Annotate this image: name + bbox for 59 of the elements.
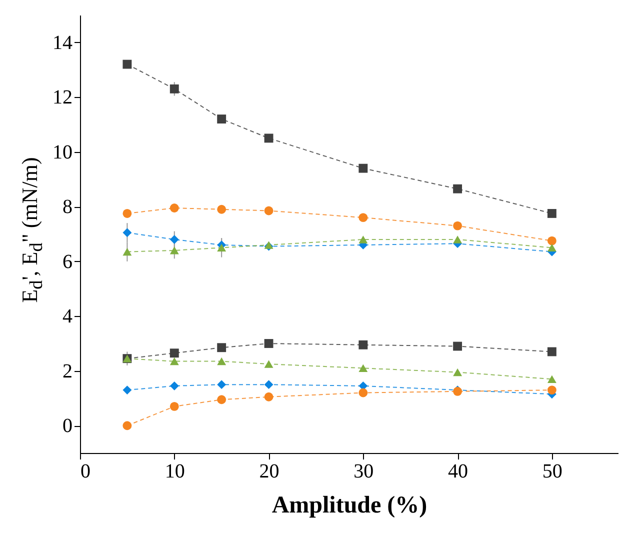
- x-axis-title: Amplitude (%): [272, 492, 428, 518]
- x-tick-label: 40: [448, 460, 468, 482]
- y-tick-label: 12: [52, 86, 72, 109]
- point: [358, 340, 368, 350]
- point: [358, 236, 368, 244]
- point: [170, 357, 179, 366]
- point: [264, 134, 274, 143]
- y-tick-label: 0: [62, 415, 72, 438]
- point: [547, 347, 556, 356]
- point: [217, 343, 226, 352]
- point: [547, 244, 556, 252]
- point: [217, 204, 226, 214]
- point: [453, 342, 462, 351]
- point: [358, 364, 368, 372]
- point: [264, 339, 274, 348]
- y-tick-label: 8: [62, 196, 72, 218]
- point: [264, 206, 274, 216]
- point: [122, 248, 132, 256]
- point: [170, 381, 179, 390]
- point: [547, 208, 556, 218]
- point: [122, 60, 132, 69]
- point: [122, 386, 132, 395]
- x-tick-label: 50: [542, 460, 562, 482]
- point: [453, 221, 462, 230]
- point: [122, 209, 132, 218]
- point: [217, 380, 226, 390]
- point: [122, 228, 132, 238]
- point: [547, 236, 556, 246]
- point: [170, 348, 179, 358]
- point: [170, 204, 179, 212]
- point: [453, 368, 462, 376]
- y-tick-label: 14: [52, 32, 72, 54]
- point: [217, 357, 226, 366]
- point: [264, 392, 274, 402]
- point: [358, 213, 368, 222]
- point: [547, 375, 556, 383]
- y-tick-label: 2: [62, 360, 72, 382]
- point: [217, 395, 226, 404]
- point: [217, 244, 226, 252]
- point: [122, 421, 132, 430]
- point: [453, 236, 462, 244]
- point: [358, 388, 368, 398]
- x-tick-label: 0: [80, 460, 90, 482]
- x-tick-label: 10: [164, 460, 185, 482]
- point: [217, 114, 226, 124]
- y-tick-label: 10: [52, 141, 72, 164]
- y-tick-label: 6: [62, 250, 72, 273]
- point: [453, 184, 462, 194]
- y-tick-label: 4: [62, 306, 72, 328]
- point: [170, 246, 179, 254]
- point: [264, 380, 274, 390]
- point: [170, 402, 179, 411]
- x-tick-label: 30: [354, 460, 374, 482]
- point: [170, 235, 179, 244]
- point: [264, 360, 274, 368]
- point: [170, 84, 179, 94]
- point: [547, 386, 556, 394]
- point: [358, 164, 368, 173]
- x-tick-label: 20: [259, 460, 280, 482]
